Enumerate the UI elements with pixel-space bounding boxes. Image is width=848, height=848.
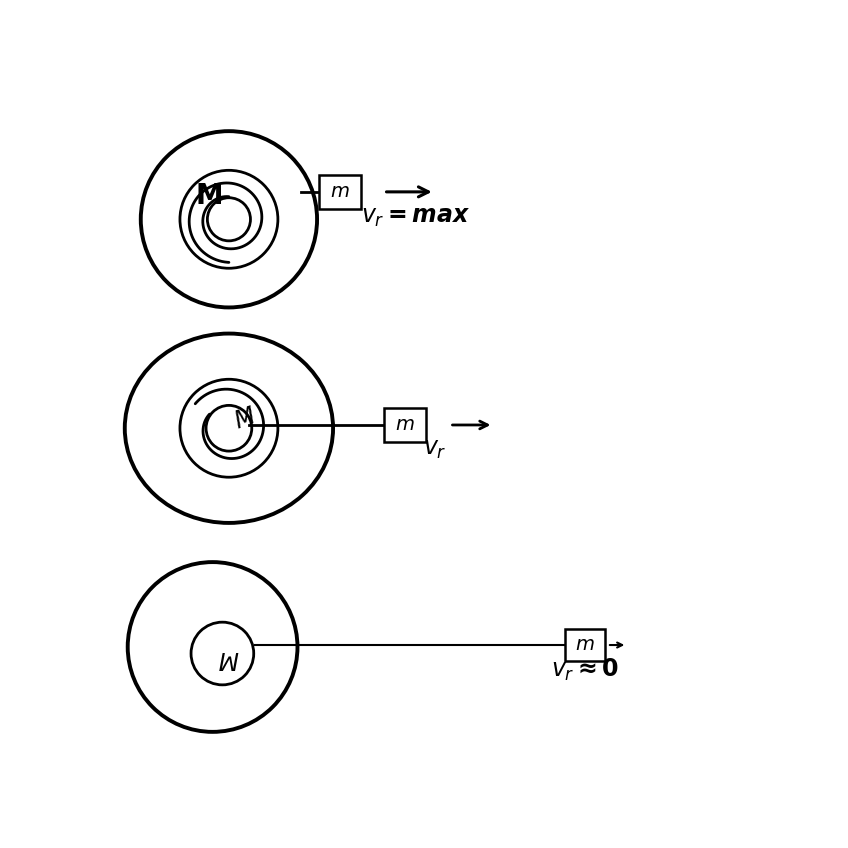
Text: $\mathit{m}$: $\mathit{m}$ bbox=[395, 416, 415, 434]
Text: $\mathit{m}$: $\mathit{m}$ bbox=[575, 636, 594, 654]
Text: $\boldsymbol{v_r}$: $\boldsymbol{v_r}$ bbox=[423, 438, 446, 460]
FancyBboxPatch shape bbox=[319, 175, 361, 209]
Text: $\mathit{M}$: $\mathit{M}$ bbox=[218, 646, 240, 670]
FancyBboxPatch shape bbox=[384, 408, 427, 442]
Text: $\mathit{m}$: $\mathit{m}$ bbox=[330, 183, 349, 201]
Text: M: M bbox=[196, 182, 223, 210]
Text: $\boldsymbol{v_r \approx 0}$: $\boldsymbol{v_r \approx 0}$ bbox=[551, 656, 619, 683]
FancyBboxPatch shape bbox=[565, 629, 605, 661]
Text: $\mathit{M}$: $\mathit{M}$ bbox=[231, 404, 259, 433]
Text: $\boldsymbol{v_r = max}$: $\boldsymbol{v_r = max}$ bbox=[360, 206, 470, 230]
